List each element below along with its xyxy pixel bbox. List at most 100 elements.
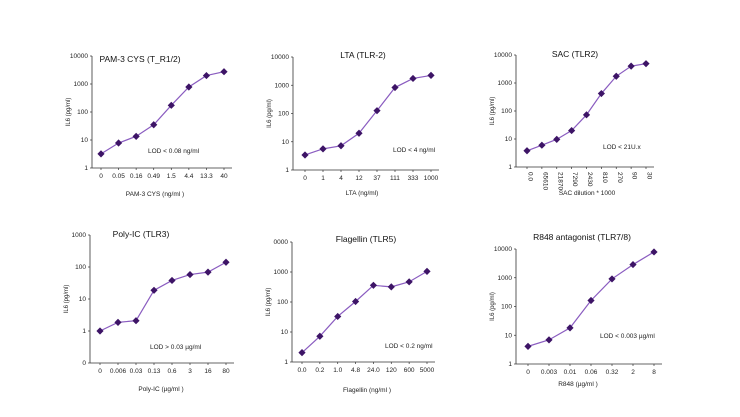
y-tick-label: 100: [278, 111, 289, 118]
x-tick-label: 111: [390, 175, 400, 182]
data-point: [185, 83, 193, 91]
y-tick-label: 1000: [274, 269, 289, 276]
data-point: [96, 327, 104, 335]
y-tick-label: 1000: [74, 81, 89, 88]
series-line: [301, 270, 428, 354]
x-tick-label: 0.05: [112, 173, 125, 180]
x-tick-label: 0.01: [564, 369, 577, 376]
x-tick-label: 120: [386, 367, 397, 374]
x-tick-label: 0.6: [167, 368, 176, 375]
data-point: [334, 312, 342, 321]
y-tick-label: 1000: [498, 275, 513, 282]
lod-annotation: LOD < 4 ng/ml: [393, 147, 436, 154]
data-point: [337, 142, 345, 150]
x-tick-label: 16: [204, 368, 212, 375]
x-tick-label: 1.0: [333, 367, 342, 374]
y-tick-label: 10: [505, 332, 513, 339]
data-point: [220, 68, 228, 76]
x-axis-label: Poly-IC (µg/ml ): [138, 386, 183, 393]
x-axis-label: Flagellin (ng/ml ): [343, 387, 391, 394]
y-tick-label: 10: [505, 136, 513, 143]
x-tick-label: 37: [373, 175, 381, 182]
data-point: [597, 89, 605, 98]
x-tick-label: 270: [616, 172, 623, 183]
x-tick-label: 4.4: [184, 173, 193, 180]
data-point: [150, 286, 158, 294]
data-point: [409, 74, 417, 83]
series-line: [100, 71, 225, 155]
x-tick-label: 30: [646, 172, 653, 180]
data-point: [222, 258, 230, 266]
x-tick-label: 4.8: [351, 367, 360, 374]
data-point: [202, 71, 211, 80]
data-point: [186, 270, 194, 279]
x-tick-label: 1000: [424, 175, 439, 182]
series-line: [526, 63, 647, 152]
x-axis-label: R848 (µg/ml ): [558, 381, 598, 388]
x-tick-label: 0: [99, 173, 103, 180]
data-point: [582, 111, 591, 119]
lod-annotation: LOD < 0.08 ng/ml: [148, 148, 200, 155]
chart-title: SAC (TLR2): [552, 49, 598, 59]
y-tick-label: 10: [281, 329, 289, 336]
x-tick-label: 0: [303, 175, 307, 182]
y-axis-label: IL6 (pg/ml): [267, 99, 273, 128]
chart-panel-5: 1 10 100 1000 0000 0.0 0.2 1.0 4.8 24.0 120 600 5000…: [266, 234, 435, 394]
x-tick-label: 0.2: [315, 367, 324, 374]
data-point: [373, 107, 381, 115]
y-tick-label: 1: [508, 164, 512, 171]
y-tick-label: 10: [81, 137, 89, 144]
data-point: [97, 150, 105, 158]
data-point: [391, 83, 399, 92]
x-tick-label: 333: [408, 175, 419, 182]
data-point: [523, 147, 531, 155]
x-tick-label: 90: [631, 172, 638, 180]
x-tick-label: 810: [601, 172, 608, 183]
y-tick-label: 0: [82, 360, 86, 367]
x-tick-label: 4: [339, 175, 343, 182]
data-point: [650, 248, 658, 256]
y-tick-label: 10: [79, 296, 87, 303]
x-tick-label: 0: [526, 369, 530, 376]
data-point: [204, 268, 212, 276]
x-tick-label: 0.13: [148, 368, 161, 375]
y-tick-label: 0000: [274, 239, 289, 246]
data-point: [642, 60, 650, 68]
y-tick-label: 1: [84, 165, 88, 172]
x-tick-label: 80: [222, 368, 230, 375]
y-tick-label: 100: [77, 109, 88, 116]
x-tick-label: 40: [220, 173, 228, 180]
x-tick-label: 12: [355, 175, 363, 182]
y-tick-label: 10000: [70, 53, 88, 60]
y-tick-label: 100: [501, 108, 512, 115]
data-point: [627, 62, 635, 70]
x-tick-label: 8: [652, 369, 656, 376]
x-tick-label: 600: [404, 367, 415, 374]
y-tick-label: 100: [75, 264, 86, 271]
x-tick-label: 1.5: [167, 173, 176, 180]
data-point: [612, 72, 620, 80]
y-tick-label: 1000: [275, 82, 290, 89]
y-tick-label: 10000: [271, 54, 289, 61]
data-point: [316, 332, 324, 340]
data-point: [538, 141, 546, 149]
data-point: [568, 126, 576, 135]
data-point: [150, 121, 158, 129]
x-tick-label: 1: [321, 175, 325, 182]
y-tick-label: 10: [282, 139, 290, 146]
data-point: [553, 135, 561, 143]
y-tick-label: 100: [277, 299, 288, 306]
x-tick-label: 0.0: [297, 367, 306, 374]
data-point: [167, 101, 175, 109]
chart-panel-4: 0 1 10 100 1000 0 0.006 0.03 0.13 0.6 3 16 80 Poly-IC…: [64, 229, 234, 393]
x-tick-label: 2430: [586, 172, 593, 187]
y-tick-label: 1: [82, 328, 86, 335]
y-tick-label: 100: [501, 304, 512, 311]
data-point: [587, 296, 595, 305]
series-line: [304, 74, 432, 156]
data-point: [351, 297, 360, 306]
x-tick-label: 13.3: [200, 173, 213, 180]
data-point: [168, 276, 176, 285]
x-tick-label: 5000: [420, 367, 435, 374]
x-axis-label: SAC dilution * 1000: [559, 190, 616, 197]
